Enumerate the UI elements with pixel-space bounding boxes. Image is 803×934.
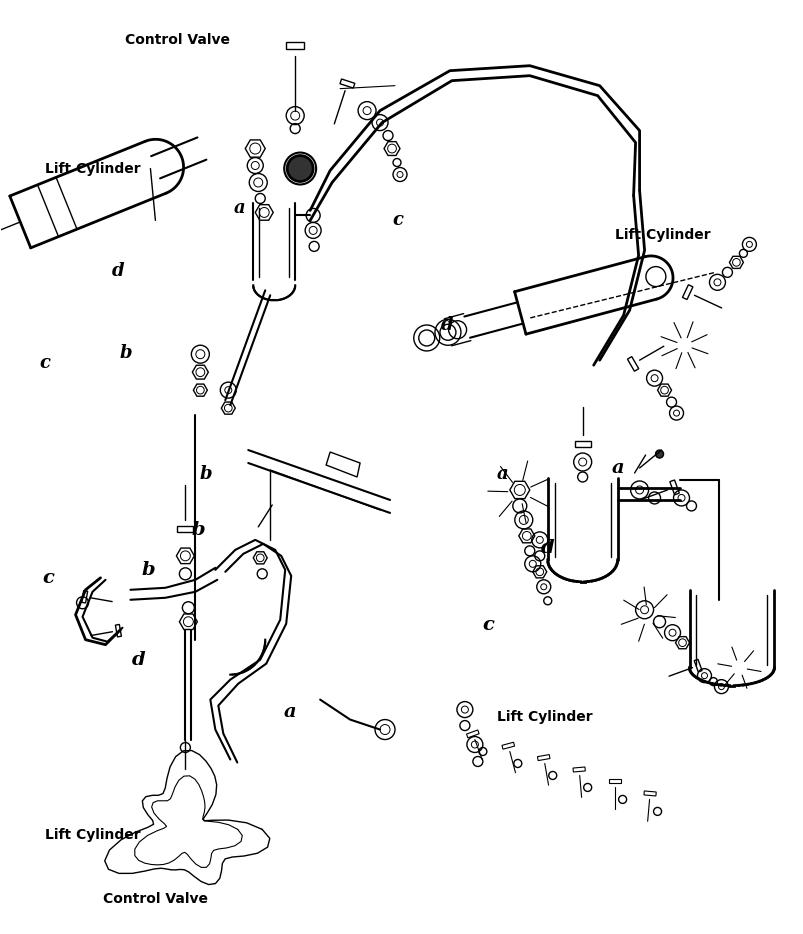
Text: c: c <box>43 569 55 587</box>
Text: Lift Cylinder: Lift Cylinder <box>45 162 141 176</box>
Text: a: a <box>283 702 296 720</box>
Text: a: a <box>610 459 623 477</box>
Text: c: c <box>39 354 50 372</box>
Text: b: b <box>120 345 132 362</box>
Text: Control Valve: Control Valve <box>125 33 230 47</box>
Text: b: b <box>141 560 155 579</box>
Text: c: c <box>481 616 493 634</box>
Text: a: a <box>233 199 245 217</box>
Text: Lift Cylinder: Lift Cylinder <box>45 828 141 842</box>
Text: d: d <box>112 262 124 280</box>
Text: b: b <box>191 521 205 539</box>
Circle shape <box>654 450 662 458</box>
Text: Lift Cylinder: Lift Cylinder <box>496 710 592 724</box>
Text: Lift Cylinder: Lift Cylinder <box>613 229 709 243</box>
Text: d: d <box>132 651 145 669</box>
Circle shape <box>287 156 312 181</box>
Text: c: c <box>392 211 403 229</box>
Text: d: d <box>440 317 453 334</box>
Text: Control Valve: Control Valve <box>103 892 208 906</box>
Text: a: a <box>496 465 507 484</box>
Text: d: d <box>540 539 554 557</box>
Text: b: b <box>199 465 212 484</box>
